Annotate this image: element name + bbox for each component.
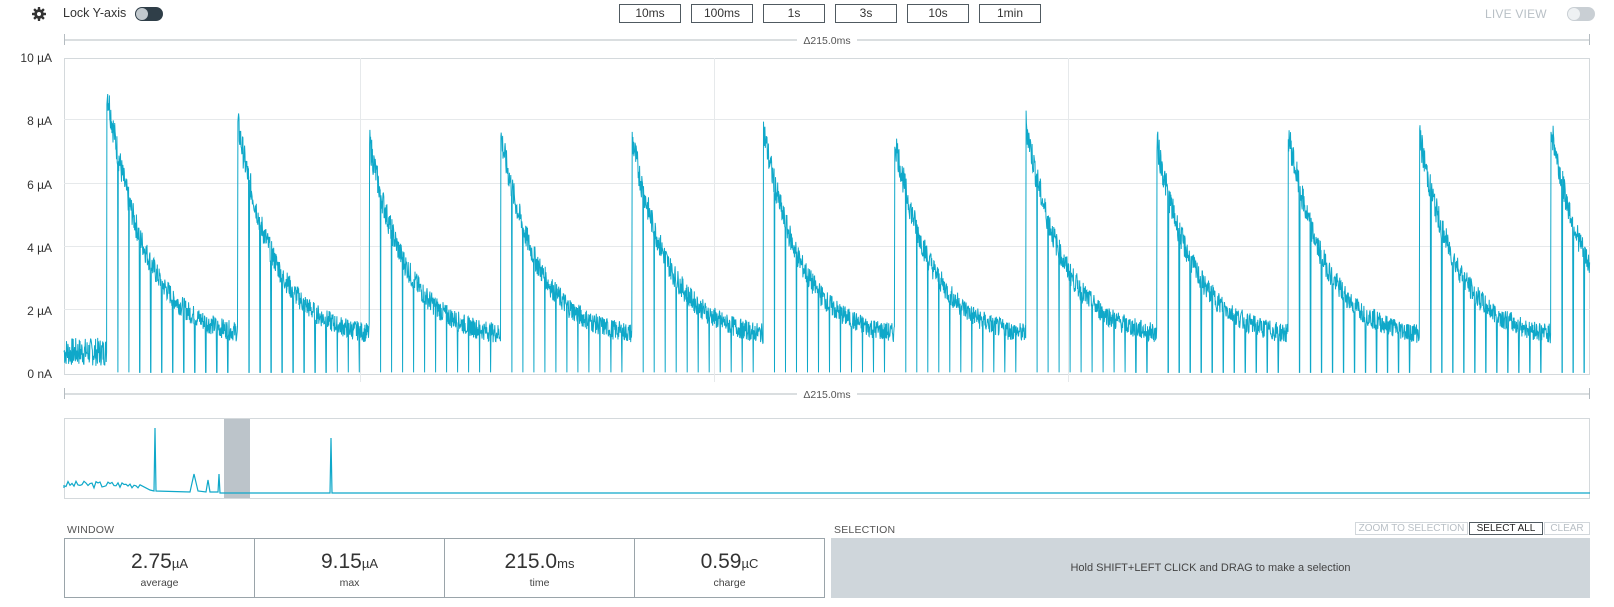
lock-y-axis-label: Lock Y-axis: [63, 6, 127, 20]
overview-frame: [64, 418, 1590, 499]
window-button-10ms[interactable]: 10ms: [619, 4, 681, 23]
y-tick-label: 10 µA: [20, 51, 52, 65]
overview-trace: [63, 427, 1590, 494]
y-tick-label: 2 µA: [27, 304, 52, 318]
selection-hint-box[interactable]: Hold SHIFT+LEFT CLICK and DRAG to make a…: [831, 538, 1590, 598]
toggle-knob: [136, 8, 148, 20]
stat-max: 9.15µA max: [255, 539, 445, 597]
stat-charge-value: 0.59: [700, 550, 742, 573]
toggle-knob: [1568, 8, 1580, 20]
delta-ruler-top: Δ215.0ms: [64, 33, 1590, 47]
select-all-button[interactable]: SELECT ALL: [1469, 522, 1543, 535]
lock-y-axis-toggle[interactable]: [135, 7, 163, 21]
current-trace-line: [63, 93, 1591, 373]
y-axis: 0 nA 2 µA 4 µA 6 µA 8 µA 10 µA: [20, 51, 52, 381]
live-view-toggle[interactable]: [1567, 7, 1595, 21]
stat-charge: 0.59µC charge: [635, 539, 824, 597]
y-tick-label: 4 µA: [27, 241, 52, 255]
overview-selection-window[interactable]: [224, 419, 250, 498]
zoom-to-selection-button[interactable]: ZOOM TO SELECTION: [1355, 522, 1468, 535]
stat-charge-label: charge: [713, 577, 746, 589]
stat-average-unit: µA: [171, 556, 189, 571]
toolbar: Lock Y-axis 10ms 100ms 1s 3s 10s 1min LI…: [0, 0, 1614, 28]
window-stats: 2.75µA average 9.15µA max 215.0ms time 0…: [64, 538, 825, 598]
selection-section-title: SELECTION: [834, 524, 896, 536]
delta-ruler-bottom: Δ215.0ms: [64, 387, 1590, 401]
window-button-10s[interactable]: 10s: [907, 4, 969, 23]
stat-time-label: time: [529, 577, 550, 589]
main-chart[interactable]: Δ215.0ms 0 nA 2 µA 4 µA 6 µA 8 µA 10 µA …: [0, 28, 1614, 410]
y-tick-label: 6 µA: [27, 178, 52, 192]
stat-max-value: 9.15: [320, 550, 362, 573]
live-view-label: LIVE VIEW: [1485, 7, 1547, 21]
stat-average-label: average: [140, 577, 179, 589]
stat-time-unit: ms: [557, 556, 575, 571]
stat-average: 2.75µA average: [65, 539, 255, 597]
selection-hint: Hold SHIFT+LEFT CLICK and DRAG to make a…: [1070, 562, 1351, 574]
gear-icon[interactable]: [31, 6, 47, 22]
stat-max-unit: µA: [361, 556, 379, 571]
stat-max-label: max: [339, 577, 360, 589]
delta-label-bottom: Δ215.0ms: [803, 389, 850, 401]
current-trace: [63, 93, 1591, 373]
stat-average-value: 2.75: [130, 550, 172, 573]
stat-time-value: 215.0: [504, 550, 558, 573]
delta-label-top: Δ215.0ms: [803, 35, 850, 47]
window-button-1s[interactable]: 1s: [763, 4, 825, 23]
stat-charge-unit: µC: [741, 556, 759, 571]
y-tick-label: 0 nA: [27, 367, 52, 381]
window-button-1min[interactable]: 1min: [979, 4, 1041, 23]
window-button-3s[interactable]: 3s: [835, 4, 897, 23]
window-button-100ms[interactable]: 100ms: [691, 4, 753, 23]
window-section-title: WINDOW: [67, 524, 115, 536]
stat-time: 215.0ms time: [445, 539, 635, 597]
clear-selection-button[interactable]: CLEAR: [1544, 522, 1590, 535]
y-tick-label: 8 µA: [27, 114, 52, 128]
overview-chart[interactable]: [0, 418, 1614, 502]
